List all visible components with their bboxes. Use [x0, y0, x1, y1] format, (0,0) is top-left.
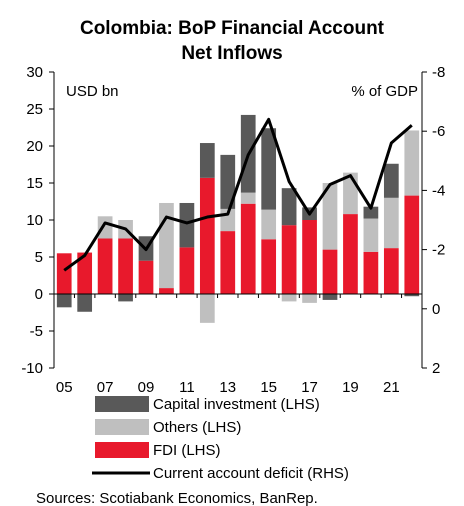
- line-current-account-deficit: [63, 117, 413, 272]
- legend-label-capital-investment: Capital investment (LHS): [153, 396, 320, 413]
- bar-others-2015: [261, 209, 277, 240]
- bar-capital-investment-2012: [199, 143, 215, 178]
- bar-fdi-2019: [343, 214, 358, 294]
- legend-label-fdi: FDI (LHS): [153, 442, 221, 459]
- bar-others-2012: [199, 294, 215, 323]
- right-axis-unit: % of GDP: [351, 83, 418, 100]
- legend-swatch-capital-investment: [95, 396, 149, 412]
- bars-layer: [56, 114, 420, 323]
- bar-others-2018: [322, 183, 338, 250]
- left-tick-label: 5: [35, 249, 43, 266]
- legend-label-others: Others (LHS): [153, 419, 241, 436]
- bar-fdi-2012: [199, 177, 215, 294]
- left-tick-label: -10: [21, 360, 43, 377]
- legend-swatch-fdi: [95, 442, 149, 458]
- x-tick-label: 11: [179, 379, 195, 396]
- left-tick-label: 30: [26, 64, 43, 81]
- bar-capital-investment-2011: [179, 202, 195, 248]
- bar-others-2021: [383, 197, 399, 249]
- legend-label-current-account-deficit: Current account deficit (RHS): [153, 465, 349, 482]
- bar-others-2020: [363, 218, 379, 252]
- bar-capital-investment-2021: [383, 163, 399, 198]
- bar-others-2017: [302, 294, 317, 303]
- bar-fdi-2009: [138, 260, 154, 294]
- right-tick-label: -8: [432, 64, 445, 81]
- bar-fdi-2014: [240, 203, 256, 294]
- bar-others-2016: [281, 294, 297, 302]
- legend: Capital investment (LHS) Others (LHS) FDI …: [92, 396, 349, 482]
- bar-fdi-2007: [97, 238, 113, 294]
- chart-title-line-1: Colombia: BoP Financial Account: [80, 18, 385, 39]
- bar-fdi-2022: [404, 195, 420, 294]
- left-tick-label: 0: [35, 286, 43, 303]
- bar-fdi-2008: [118, 238, 133, 294]
- right-tick-label: 0: [432, 301, 440, 318]
- bar-capital-investment-2008: [118, 294, 133, 302]
- bar-fdi-2017: [302, 220, 317, 294]
- right-tick-label: 2: [432, 360, 440, 377]
- x-tick-label: 21: [383, 379, 400, 396]
- chart-title-line-2: Net Inflows: [181, 43, 282, 64]
- bar-fdi-2011: [179, 247, 195, 294]
- bar-capital-investment-2020: [363, 206, 379, 219]
- right-tick-label: -6: [432, 123, 445, 140]
- bar-capital-investment-2018: [322, 294, 338, 300]
- left-tick-label: 10: [26, 212, 43, 229]
- left-tick-label: 25: [26, 101, 43, 118]
- right-tick-label: -4: [432, 182, 445, 199]
- bar-fdi-2005: [56, 253, 72, 294]
- bar-fdi-2013: [220, 231, 236, 294]
- bar-capital-investment-2005: [56, 294, 72, 308]
- line-layer: [63, 117, 413, 272]
- bar-fdi-2006: [77, 252, 93, 294]
- x-tick-label: 09: [138, 379, 155, 396]
- source-note: Sources: Scotiabank Economics, BanRep.: [36, 490, 318, 506]
- x-tick-label: 13: [219, 379, 236, 396]
- x-tick-label: 05: [56, 379, 73, 396]
- bar-fdi-2021: [383, 248, 399, 294]
- left-tick-label: 20: [26, 138, 43, 155]
- bar-others-2022: [404, 130, 420, 196]
- bar-fdi-2016: [281, 225, 297, 294]
- bar-capital-investment-2016: [281, 188, 297, 226]
- bar-capital-investment-2022: [404, 294, 420, 297]
- bar-others-2014: [240, 192, 256, 204]
- x-tick-label: 19: [342, 379, 359, 396]
- bar-fdi-2010: [159, 288, 174, 294]
- bar-fdi-2020: [363, 251, 379, 294]
- bar-others-2007: [97, 216, 113, 239]
- left-axis-unit: USD bn: [66, 83, 119, 100]
- left-tick-label: 15: [26, 175, 43, 192]
- bar-fdi-2018: [322, 249, 338, 294]
- x-tick-label: 17: [301, 379, 318, 396]
- bar-capital-investment-2013: [220, 154, 236, 209]
- right-tick-label: -2: [432, 242, 445, 259]
- bar-fdi-2015: [261, 239, 277, 294]
- x-tick-label: 15: [260, 379, 277, 396]
- bar-capital-investment-2006: [77, 294, 93, 312]
- x-tick-label: 07: [97, 379, 114, 396]
- legend-swatch-others: [95, 419, 149, 435]
- left-tick-label: -5: [30, 323, 43, 340]
- bar-capital-investment-2015: [261, 128, 277, 210]
